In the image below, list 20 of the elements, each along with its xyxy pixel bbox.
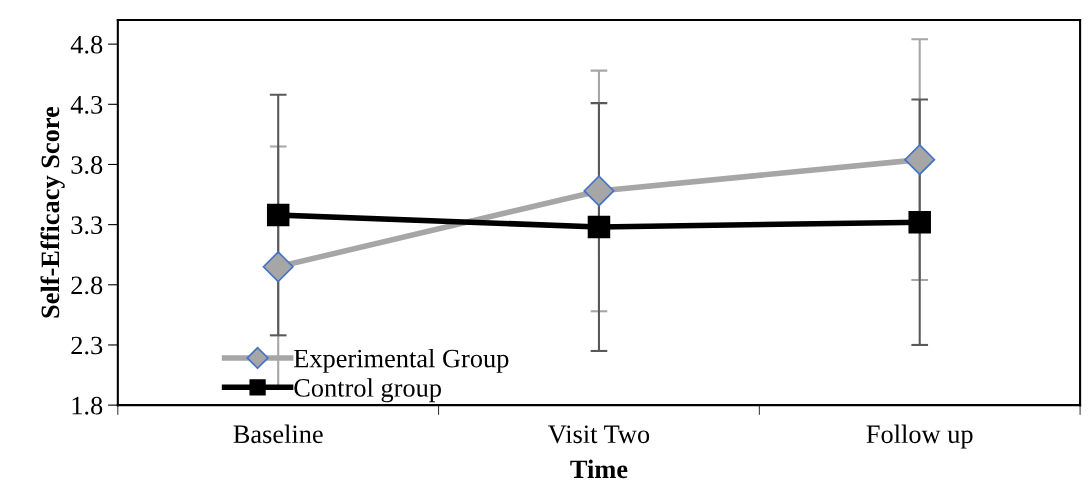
y-tick-label: 1.8 bbox=[72, 396, 103, 415]
point bbox=[904, 144, 936, 176]
point bbox=[583, 175, 615, 207]
y-tick-label: 4.3 bbox=[70, 95, 103, 114]
x-axis-title: Time bbox=[570, 459, 628, 479]
y-tick-label: 4.8 bbox=[70, 35, 103, 54]
y-axis-title: Self-Efficacy Score bbox=[40, 106, 65, 318]
x-tick-label: Follow up bbox=[866, 424, 973, 449]
legend-label: Control group bbox=[294, 378, 441, 403]
point bbox=[262, 251, 294, 283]
point bbox=[266, 203, 290, 227]
y-tick-label: 3.3 bbox=[71, 216, 103, 235]
y-tick-label: 2.8 bbox=[71, 276, 103, 295]
point bbox=[908, 210, 931, 234]
y-tick-label: 3.8 bbox=[71, 156, 103, 174]
legend-label: Experimental Group bbox=[293, 348, 509, 373]
x-tick-label: Baseline bbox=[233, 424, 323, 444]
x-tick-label: Visit Two bbox=[548, 425, 650, 444]
point bbox=[587, 215, 611, 239]
y-tick-label: 2.3 bbox=[71, 336, 103, 355]
